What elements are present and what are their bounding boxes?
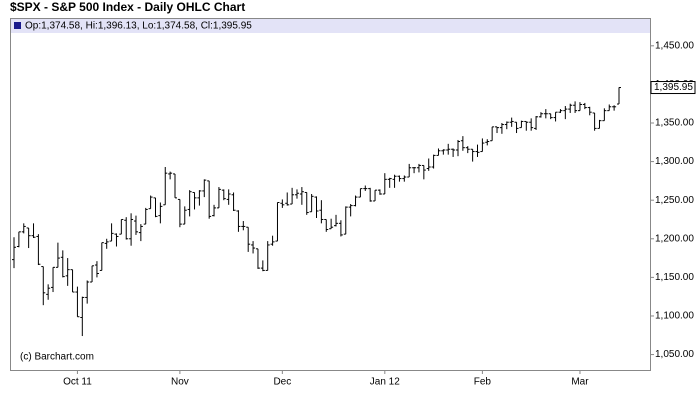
y-tick-label: 1,250.00	[655, 195, 694, 206]
y-tick-label: 1,300.00	[655, 156, 694, 167]
y-tick-label: 1,200.00	[655, 233, 694, 244]
legend-text: Op:1,374.58, Hi:1,396.13, Lo:1,374.58, C…	[25, 21, 252, 32]
y-tick-label: 1,050.00	[655, 349, 694, 360]
x-tick-label: Oct 11	[63, 377, 92, 388]
x-tick-label: Feb	[474, 377, 492, 388]
y-tick-label: 1,150.00	[655, 272, 694, 283]
x-tick-label: Dec	[273, 377, 291, 388]
plot-frame	[10, 18, 651, 371]
last-price-box	[650, 81, 696, 95]
last-price-label: 1,395.95	[654, 82, 693, 93]
y-tick-label: 1,450.00	[655, 40, 694, 51]
credit: (c) Barchart.com	[20, 352, 94, 363]
legend-strip	[11, 19, 650, 33]
x-tick-label: Mar	[571, 377, 589, 388]
x-tick-label: Nov	[171, 377, 189, 388]
chart-title: $SPX - S&P 500 Index - Daily OHLC Chart	[10, 0, 245, 14]
y-tick-label: 1,100.00	[655, 311, 694, 322]
y-tick-label: 1,350.00	[655, 118, 694, 129]
x-tick-label: Jan 12	[370, 377, 400, 388]
legend-swatch	[14, 22, 21, 29]
